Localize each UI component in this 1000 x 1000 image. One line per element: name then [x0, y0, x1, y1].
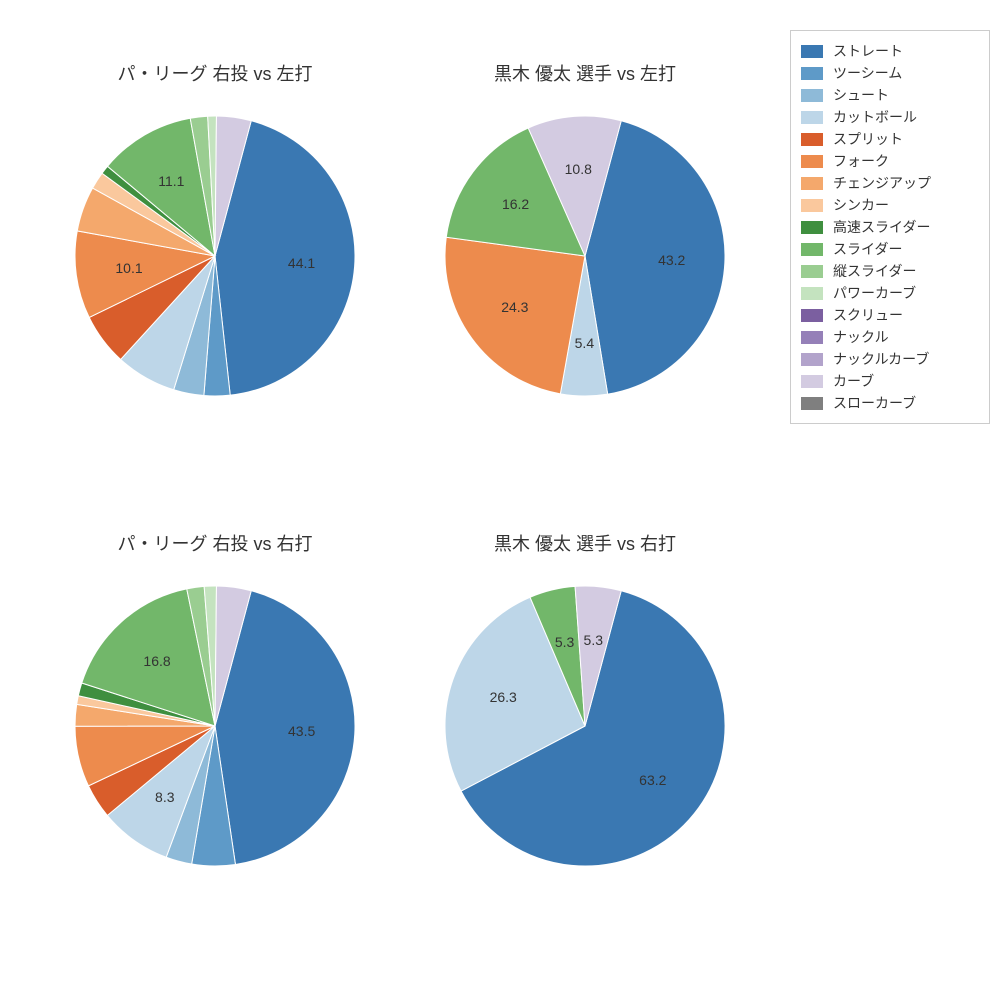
legend-label: ストレート — [833, 41, 903, 61]
legend-row: スライダー — [801, 239, 979, 259]
legend-label: スローカーブ — [833, 393, 916, 413]
chart-cell-2: パ・リーグ 右投 vs 右打 43.58.316.8 — [40, 530, 390, 960]
legend-swatch — [801, 67, 823, 80]
legend-swatch — [801, 89, 823, 102]
legend-label: ツーシーム — [833, 63, 902, 83]
legend-row: 縦スライダー — [801, 261, 979, 281]
legend-swatch — [801, 221, 823, 234]
legend-swatch — [801, 133, 823, 146]
legend-label: スライダー — [833, 239, 902, 259]
legend-label: カーブ — [833, 371, 874, 391]
legend-swatch — [801, 199, 823, 212]
legend-row: ナックルカーブ — [801, 349, 979, 369]
legend-row: 高速スライダー — [801, 217, 979, 237]
legend-row: ツーシーム — [801, 63, 979, 83]
chart-title: 黒木 優太 選手 vs 左打 — [494, 60, 676, 86]
legend-swatch — [801, 287, 823, 300]
chart-cell-0: パ・リーグ 右投 vs 左打 44.110.111.1 — [40, 60, 390, 490]
legend-row: フォーク — [801, 151, 979, 171]
legend-row: パワーカーブ — [801, 283, 979, 303]
pie-svg — [445, 586, 725, 866]
pie-slice — [445, 237, 585, 394]
chart-title: 黒木 優太 選手 vs 右打 — [494, 530, 676, 556]
legend-label: フォーク — [833, 151, 889, 171]
legend-row: スローカーブ — [801, 393, 979, 413]
legend-swatch — [801, 265, 823, 278]
legend-label: ナックル — [833, 327, 889, 347]
pie-chart: 44.110.111.1 — [75, 116, 355, 396]
pie-svg — [75, 116, 355, 396]
legend-row: スクリュー — [801, 305, 979, 325]
legend-swatch — [801, 155, 823, 168]
legend-label: スプリット — [833, 129, 903, 149]
legend-label: スクリュー — [833, 305, 903, 325]
legend: ストレートツーシームシュートカットボールスプリットフォークチェンジアップシンカー… — [790, 30, 990, 424]
legend-row: シンカー — [801, 195, 979, 215]
legend-label: シンカー — [833, 195, 889, 215]
legend-swatch — [801, 309, 823, 322]
legend-swatch — [801, 397, 823, 410]
legend-row: ストレート — [801, 41, 979, 61]
legend-swatch — [801, 177, 823, 190]
legend-label: ナックルカーブ — [833, 349, 929, 369]
legend-label: 高速スライダー — [833, 217, 930, 237]
legend-swatch — [801, 111, 823, 124]
charts-grid: パ・リーグ 右投 vs 左打 44.110.111.1 黒木 優太 選手 vs … — [40, 60, 760, 960]
legend-row: チェンジアップ — [801, 173, 979, 193]
chart-title: パ・リーグ 右投 vs 左打 — [117, 60, 312, 86]
legend-swatch — [801, 243, 823, 256]
legend-row: シュート — [801, 85, 979, 105]
legend-swatch — [801, 353, 823, 366]
pie-svg — [445, 116, 725, 396]
legend-row: ナックル — [801, 327, 979, 347]
legend-row: カーブ — [801, 371, 979, 391]
legend-row: カットボール — [801, 107, 979, 127]
legend-label: パワーカーブ — [833, 283, 916, 303]
legend-swatch — [801, 375, 823, 388]
legend-swatch — [801, 331, 823, 344]
legend-label: カットボール — [833, 107, 917, 127]
chart-cell-3: 黒木 優太 選手 vs 右打 63.226.35.35.3 — [410, 530, 760, 960]
pie-chart: 43.25.424.316.210.8 — [445, 116, 725, 396]
chart-cell-1: 黒木 優太 選手 vs 左打 43.25.424.316.210.8 — [410, 60, 760, 490]
pie-chart: 43.58.316.8 — [75, 586, 355, 866]
legend-swatch — [801, 45, 823, 58]
chart-title: パ・リーグ 右投 vs 右打 — [117, 530, 312, 556]
pie-chart: 63.226.35.35.3 — [445, 586, 725, 866]
legend-label: チェンジアップ — [833, 173, 931, 193]
pie-svg — [75, 586, 355, 866]
legend-label: シュート — [833, 85, 889, 105]
legend-label: 縦スライダー — [833, 261, 916, 281]
legend-row: スプリット — [801, 129, 979, 149]
